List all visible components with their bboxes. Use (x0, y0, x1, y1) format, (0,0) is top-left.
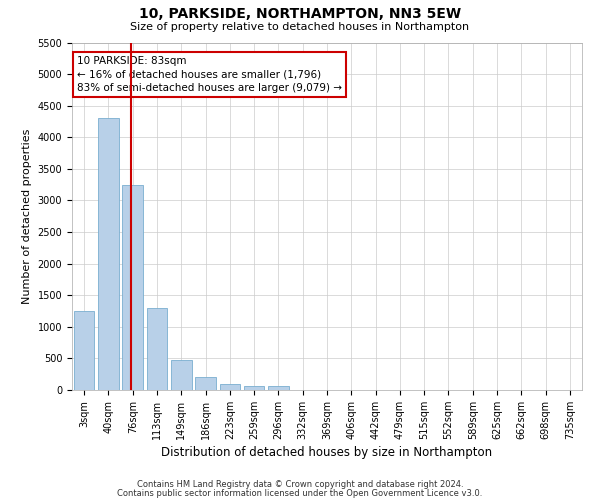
Bar (268, 386, 289, 390)
Bar (74, 311, 94, 390)
Bar (146, 308, 167, 390)
Text: 10, PARKSIDE, NORTHAMPTON, NN3 5EW: 10, PARKSIDE, NORTHAMPTON, NN3 5EW (139, 8, 461, 22)
Text: 10 PARKSIDE: 83sqm
← 16% of detached houses are smaller (1,796)
83% of semi-deta: 10 PARKSIDE: 83sqm ← 16% of detached hou… (77, 56, 342, 93)
Bar (195, 378, 216, 390)
Bar (220, 384, 240, 390)
Bar (122, 184, 143, 390)
Y-axis label: Number of detached properties: Number of detached properties (22, 128, 32, 304)
Bar (244, 386, 265, 390)
Text: Contains HM Land Registry data © Crown copyright and database right 2024.: Contains HM Land Registry data © Crown c… (137, 480, 463, 489)
Bar (171, 360, 191, 390)
Text: Contains public sector information licensed under the Open Government Licence v3: Contains public sector information licen… (118, 488, 482, 498)
Bar (98, 118, 119, 390)
X-axis label: Distribution of detached houses by size in Northampton: Distribution of detached houses by size … (161, 446, 493, 459)
Text: Size of property relative to detached houses in Northampton: Size of property relative to detached ho… (130, 22, 470, 32)
